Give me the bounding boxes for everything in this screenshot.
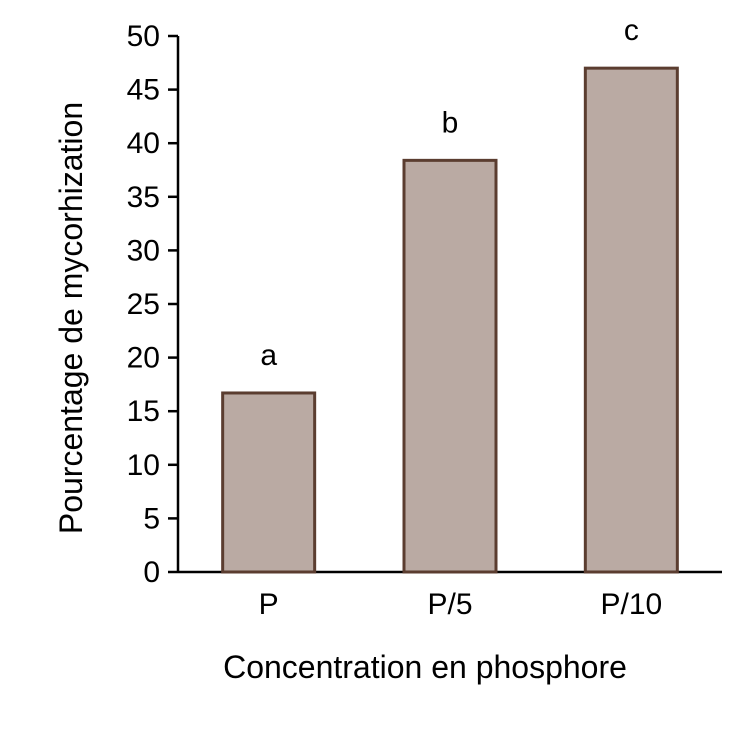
bars xyxy=(221,66,679,574)
y-tick-label: 10 xyxy=(127,449,160,482)
x-tick-label: P/5 xyxy=(427,588,472,621)
y-tick-label: 50 xyxy=(127,20,160,53)
y-tick-label: 40 xyxy=(127,127,160,160)
y-axis: 0 5 10 15 20 25 30 35 40 45 50 xyxy=(127,20,180,589)
significance-letter: a xyxy=(260,339,277,372)
y-tick-label: 20 xyxy=(127,342,160,375)
y-tick-label: 0 xyxy=(143,556,160,589)
significance-labels: a b c xyxy=(260,14,639,372)
bar-p-5 xyxy=(402,158,498,574)
significance-letter: b xyxy=(442,106,459,139)
y-tick-label: 45 xyxy=(127,74,160,107)
x-axis-title: Concentration en phosphore xyxy=(223,649,627,685)
x-axis: P P/5 P/10 xyxy=(178,570,722,621)
y-tick-label: 15 xyxy=(127,395,160,428)
y-tick-label: 5 xyxy=(143,502,160,535)
y-tick-label: 35 xyxy=(127,181,160,214)
y-tick-label: 25 xyxy=(127,288,160,321)
x-tick-label: P xyxy=(259,588,279,621)
bar-p xyxy=(221,391,317,574)
y-axis-title: Pourcentage de mycorhization xyxy=(53,102,89,534)
bar-p-10 xyxy=(583,66,679,574)
y-tick-label: 30 xyxy=(127,234,160,267)
x-tick-label: P/10 xyxy=(600,588,662,621)
significance-letter: c xyxy=(624,14,639,47)
